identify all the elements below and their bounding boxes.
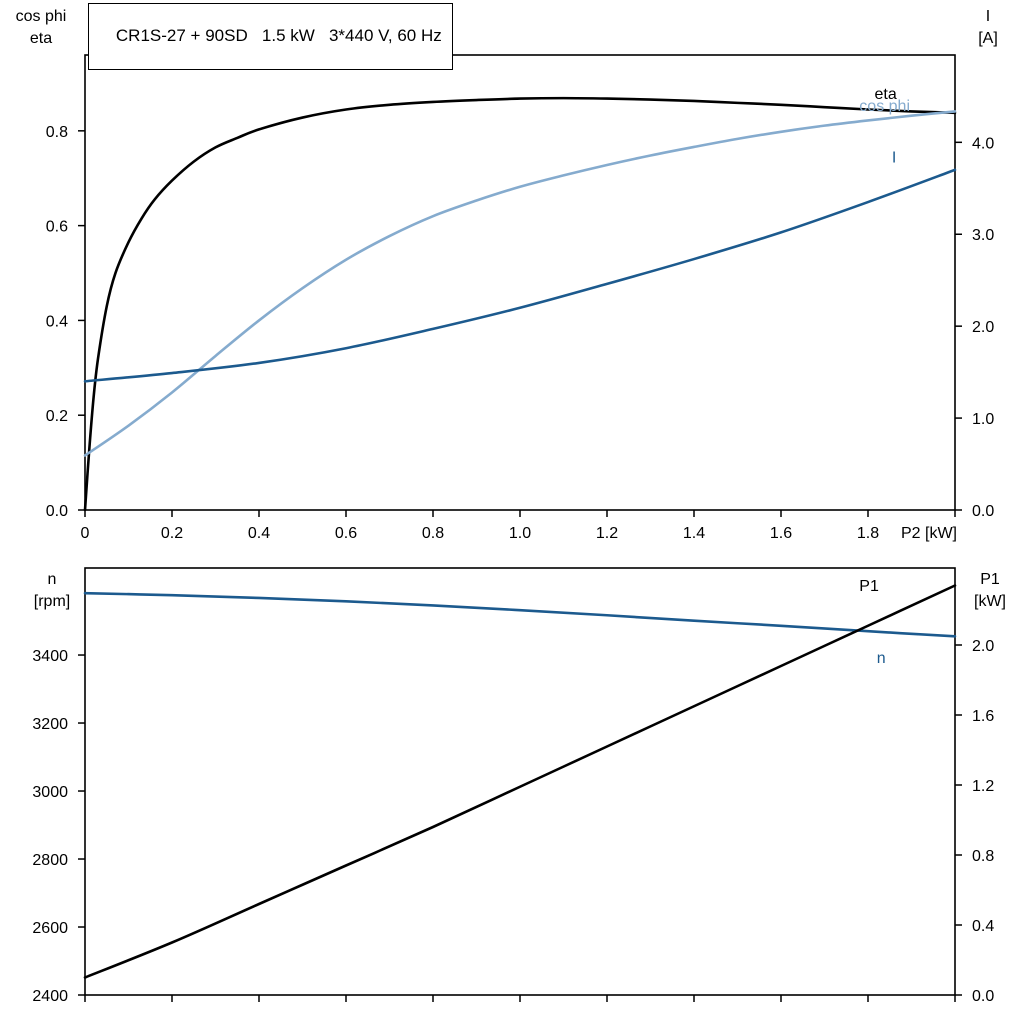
series-cos-phi — [83, 110, 957, 457]
bottom-chart-frame — [84, 567, 956, 996]
series-label-I: I — [892, 150, 896, 167]
y-axis-label-left: [rpm] — [34, 593, 70, 610]
series-I — [83, 168, 957, 383]
y-tick-label-right: 1.6 — [972, 708, 994, 725]
x-tick-label: 0.2 — [161, 525, 183, 542]
x-tick-label: 0.4 — [248, 525, 270, 542]
series-P1 — [83, 584, 957, 979]
y-axis-label-right: I — [986, 8, 990, 25]
x-tick-label: 1.8 — [857, 525, 879, 542]
x-tick-label: 1.6 — [770, 525, 792, 542]
x-tick-label: 1.4 — [683, 525, 705, 542]
y-tick-label-right: 1.0 — [972, 411, 994, 428]
series-label-n: n — [877, 650, 886, 667]
y-tick-label-left: 0.2 — [46, 408, 68, 425]
y-axis-label-right: [A] — [978, 30, 998, 47]
y-axis-label-left: n — [48, 571, 57, 588]
bottom-chart: 2400 2600 2800 3000 3200 3400 0.0 0.4 0.8 1.2 1.6 2… — [32, 567, 1006, 1005]
series-n — [83, 591, 957, 638]
y-tick-label-left: 2400 — [32, 988, 68, 1005]
y-tick-label-left: 3200 — [32, 716, 68, 733]
y-tick-label-left: 0.6 — [46, 219, 68, 236]
x-tick-label: 0.8 — [422, 525, 444, 542]
y-tick-label-right: 0.4 — [972, 918, 994, 935]
y-tick-label-right: 1.2 — [972, 778, 994, 795]
y-tick-label-left: 0.8 — [46, 124, 68, 141]
y-axis-label-right: [kW] — [974, 593, 1006, 610]
y-tick-label-left: 2800 — [32, 852, 68, 869]
y-tick-label-left: 3000 — [32, 784, 68, 801]
x-axis-label: P2 [kW] — [901, 525, 957, 542]
y-tick-label-left: 2600 — [32, 920, 68, 937]
top-chart: 0 0.2 0.4 0.6 0.8 1.0 1.2 1.4 1.6 1.8 0.0 0.2 0.4 0.6… — [16, 8, 998, 542]
y-axis-label-right: P1 — [980, 571, 1000, 588]
x-tick-label: 0 — [81, 525, 90, 542]
chart-title-box: CR1S-27 + 90SD 1.5 kW 3*440 V, 60 Hz — [88, 3, 453, 70]
y-axis-label-left: eta — [30, 30, 52, 47]
series-label-cos-phi: cos phi — [859, 98, 910, 115]
chart-title: CR1S-27 + 90SD 1.5 kW 3*440 V, 60 Hz — [115, 26, 442, 45]
y-tick-label-right: 0.0 — [972, 988, 994, 1005]
y-tick-label-left: 0.4 — [46, 313, 68, 330]
x-tick-label: 1.2 — [596, 525, 618, 542]
series-eta — [83, 96, 957, 512]
x-tick-label: 1.0 — [509, 525, 531, 542]
y-tick-label-left: 3400 — [32, 648, 68, 665]
series-label-P1: P1 — [859, 578, 879, 595]
series-label-eta: eta — [875, 86, 897, 103]
y-tick-label-right: 0.8 — [972, 848, 994, 865]
y-tick-label-left: 0.0 — [46, 503, 68, 520]
x-tick-label: 0.6 — [335, 525, 357, 542]
top-chart-frame — [84, 54, 956, 511]
y-tick-label-right: 2.0 — [972, 638, 994, 655]
y-axis-label-left: cos phi — [16, 8, 67, 25]
y-tick-label-right: 2.0 — [972, 319, 994, 336]
y-tick-label-right: 3.0 — [972, 227, 994, 244]
y-tick-label-right: 0.0 — [972, 503, 994, 520]
y-tick-label-right: 4.0 — [972, 135, 994, 152]
